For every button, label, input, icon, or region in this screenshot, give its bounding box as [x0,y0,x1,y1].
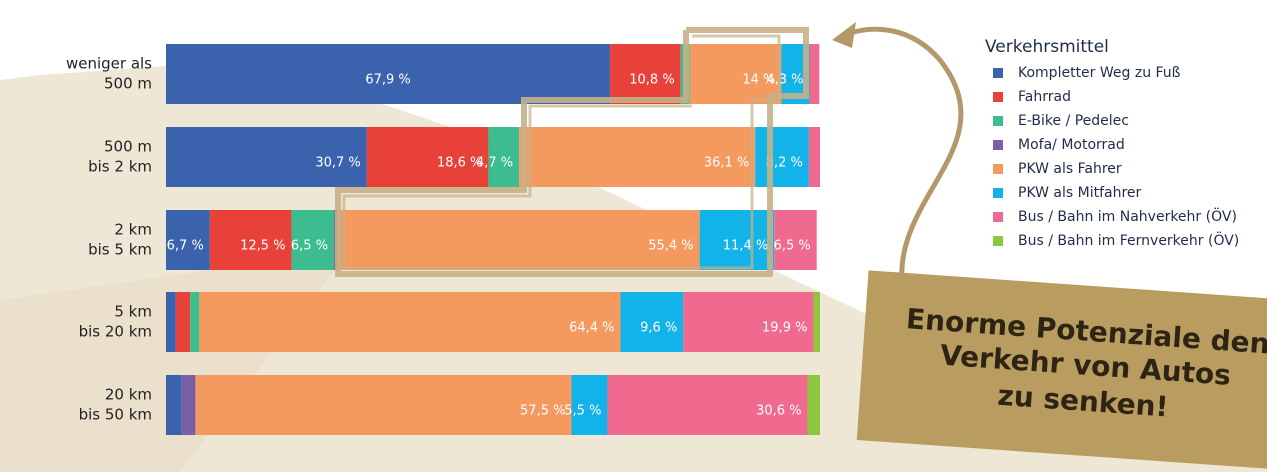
legend-swatch [993,68,1003,78]
bar-segment [809,44,820,104]
value-label: 30,7 % [315,156,360,171]
y-tick-label: weniger als [66,55,152,73]
y-tick-label: 2 km [114,221,152,239]
highlight-outline [335,27,809,277]
value-label: 8,2 % [766,156,803,171]
legend-label: PKW als Mitfahrer [1018,185,1142,201]
value-label: 14 % [742,73,775,88]
value-label: 6,5 % [291,239,328,254]
legend-label: Kompletter Weg zu Fuß [1018,65,1181,81]
y-tick-label: 5 km [114,303,152,321]
bar-segment [610,44,681,104]
arrow [844,26,964,301]
bar-segment [291,210,335,270]
bar-segment [166,375,182,435]
legend-label: Mofa/ Motorrad [1018,137,1125,153]
value-label: 5,5 % [564,404,601,419]
callout-box [856,270,1267,471]
y-tick-label: bis 20 km [79,323,152,341]
bar-segment [689,44,782,104]
bar-segment [755,127,809,187]
bar-segment [195,375,572,435]
legend-label: E-Bike / Pedelec [1018,113,1129,129]
bar-segment [337,210,700,270]
legend-swatch [993,92,1003,102]
bar-segment [366,127,489,187]
value-label: 67,9 % [365,73,410,88]
value-label: 55,4 % [648,239,693,254]
legend-label: Bus / Bahn im Fernverkehr (ÖV) [1018,231,1239,249]
y-tick-label: bis 50 km [79,406,152,424]
bar-segment [519,127,756,187]
bars: 67,9 % 10,8 % 14 %4,3 % 30,7 % 18,6 %4,7 % 36… [166,44,820,435]
legend-label: PKW als Fahrer [1018,161,1122,177]
bar-segment [571,375,608,435]
bar-segment [808,127,820,187]
value-label: 57,5 % [520,404,565,419]
callout: Enorme Potenziale den Verkehr von Autos … [856,270,1267,471]
value-label: 11,4 % [723,239,768,254]
legend-swatch [993,116,1003,126]
bar-segment [181,375,196,435]
legend-title: Verkehrsmittel [985,37,1109,57]
legend-swatch [993,188,1003,198]
value-label: 64,4 % [569,321,614,336]
highlight-outline [342,34,781,270]
value-label: 6,7 % [167,239,204,254]
y-tick-label: bis 2 km [88,158,152,176]
bar-segment [166,292,176,352]
legend-label: Bus / Bahn im Nahverkehr (ÖV) [1018,207,1237,225]
bar-segment [774,210,817,270]
value-label: 4,7 % [476,156,513,171]
bar-segment [166,44,611,104]
bar-segment [488,127,520,187]
legend: Kompletter Weg zu Fuß Fahrrad E-Bike / Ped… [993,65,1239,249]
legend-swatch [993,212,1003,222]
bar-segment [166,210,210,270]
bar-segment [699,210,775,270]
bar-segment [199,292,621,352]
value-label: 18,6 % [437,156,482,171]
bar-segment [620,292,684,352]
y-tick-label: 500 m [104,75,152,93]
legend-swatch [993,164,1003,174]
value-label: 4,3 % [766,73,803,88]
y-tick-label: 500 m [104,138,152,156]
legend-label: Fahrrad [1018,89,1071,105]
value-label: 9,6 % [640,321,677,336]
y-tick-label: 20 km [105,386,152,404]
legend-swatch [993,140,1003,150]
value-label: 6,5 % [774,239,811,254]
bar-segment [683,292,814,352]
bar-segment [166,127,367,187]
bar-segment [209,210,292,270]
value-label: 19,9 % [762,321,807,336]
bar-segment [175,292,191,352]
value-label: 12,5 % [240,239,285,254]
arrow-head [832,22,856,48]
bar-segment [190,292,200,352]
value-label: 36,1 % [704,156,749,171]
value-label: 10,8 % [629,73,674,88]
bar-segment [607,375,808,435]
y-tick-label: bis 5 km [88,241,152,259]
legend-swatch [993,236,1003,246]
value-label: 30,6 % [756,404,801,419]
bar-segment [807,375,820,435]
bar-segment [813,292,820,352]
